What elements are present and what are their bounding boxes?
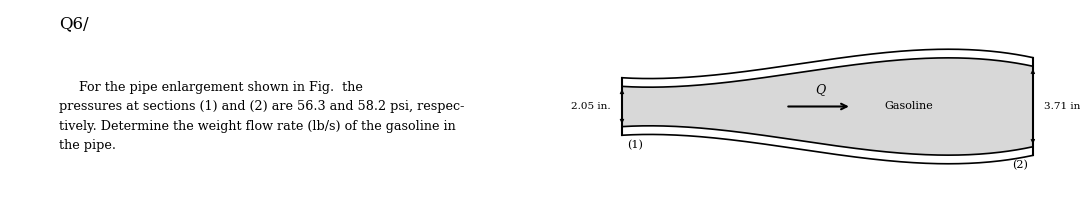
Text: Q: Q bbox=[815, 83, 826, 96]
Text: (1): (1) bbox=[627, 140, 644, 150]
Text: Gasoline: Gasoline bbox=[885, 102, 933, 111]
Text: (2): (2) bbox=[1012, 160, 1027, 170]
Text: Q6/: Q6/ bbox=[59, 15, 89, 32]
Text: 3.71 in.: 3.71 in. bbox=[1044, 102, 1080, 111]
Text: 2.05 in.: 2.05 in. bbox=[571, 102, 611, 111]
Polygon shape bbox=[622, 58, 1032, 155]
Text: For the pipe enlargement shown in Fig.  the
pressures at sections (1) and (2) ar: For the pipe enlargement shown in Fig. t… bbox=[59, 81, 464, 153]
